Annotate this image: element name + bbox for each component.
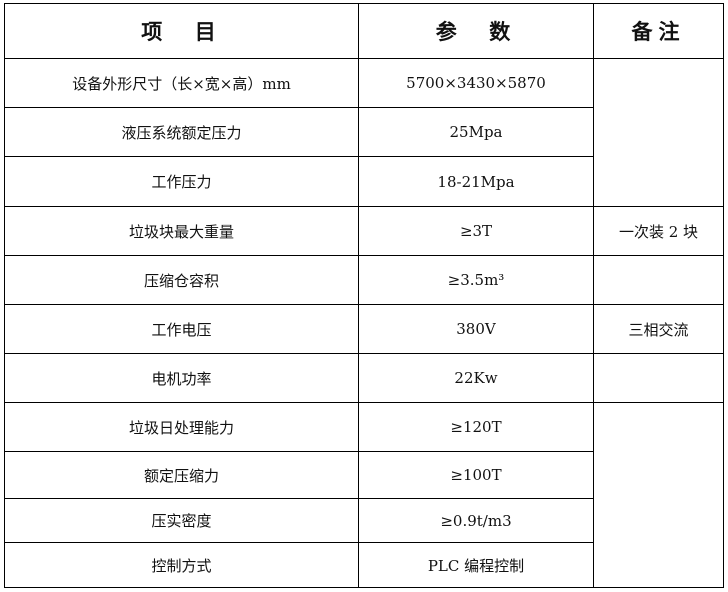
header-note: 备注 <box>593 3 724 59</box>
table-row: 垃圾块最大重量 ≥3T 一次装 2 块 <box>4 206 724 256</box>
table-row: 电机功率 22Kw <box>4 353 724 403</box>
table-row: 设备外形尺寸（长×宽×高）mm 5700×3430×5870 <box>4 58 724 207</box>
param-cell: PLC 编程控制 <box>358 542 594 588</box>
header-item: 项 目 <box>4 3 359 59</box>
param-cell: ≥120T <box>358 402 594 452</box>
note-cell <box>593 58 724 207</box>
note-cell <box>593 402 724 588</box>
table-row: 工作电压 380V 三相交流 <box>4 304 724 354</box>
param-cell: 380V <box>358 304 594 354</box>
note-cell: 一次装 2 块 <box>593 206 724 256</box>
param-cell: 5700×3430×5870 <box>358 58 594 108</box>
item-cell: 压缩仓容积 <box>4 255 359 305</box>
note-cell <box>593 353 724 403</box>
header-param: 参 数 <box>358 3 594 59</box>
table-row: 液压系统额定压力 25Mpa <box>4 107 724 157</box>
item-cell: 电机功率 <box>4 353 359 403</box>
item-cell: 压实密度 <box>4 498 359 543</box>
table-row: 控制方式 PLC 编程控制 <box>4 542 724 588</box>
item-cell: 控制方式 <box>4 542 359 588</box>
item-cell: 额定压缩力 <box>4 451 359 499</box>
param-cell: 18-21Mpa <box>358 156 594 207</box>
param-cell: ≥3T <box>358 206 594 256</box>
item-cell: 工作电压 <box>4 304 359 354</box>
param-cell: ≥3.5m³ <box>358 255 594 305</box>
param-cell: 25Mpa <box>358 107 594 157</box>
item-cell: 垃圾块最大重量 <box>4 206 359 256</box>
note-cell: 三相交流 <box>593 304 724 354</box>
table-row: 额定压缩力 ≥100T <box>4 451 724 499</box>
param-cell: 22Kw <box>358 353 594 403</box>
item-cell: 工作压力 <box>4 156 359 207</box>
table-row: 压实密度 ≥0.9t/m3 <box>4 498 724 543</box>
item-cell: 设备外形尺寸（长×宽×高）mm <box>4 58 359 108</box>
table-row: 压缩仓容积 ≥3.5m³ <box>4 255 724 305</box>
note-cell <box>593 255 724 305</box>
table-row: 垃圾日处理能力 ≥120T <box>4 402 724 588</box>
item-cell: 液压系统额定压力 <box>4 107 359 157</box>
param-cell: ≥100T <box>358 451 594 499</box>
header-row: 项 目 参 数 备注 <box>4 3 724 59</box>
spec-table: 项 目 参 数 备注 设备外形尺寸（长×宽×高）mm 5700×3430×587… <box>4 3 724 588</box>
item-cell: 垃圾日处理能力 <box>4 402 359 452</box>
table-row: 工作压力 18-21Mpa <box>4 156 724 207</box>
param-cell: ≥0.9t/m3 <box>358 498 594 543</box>
